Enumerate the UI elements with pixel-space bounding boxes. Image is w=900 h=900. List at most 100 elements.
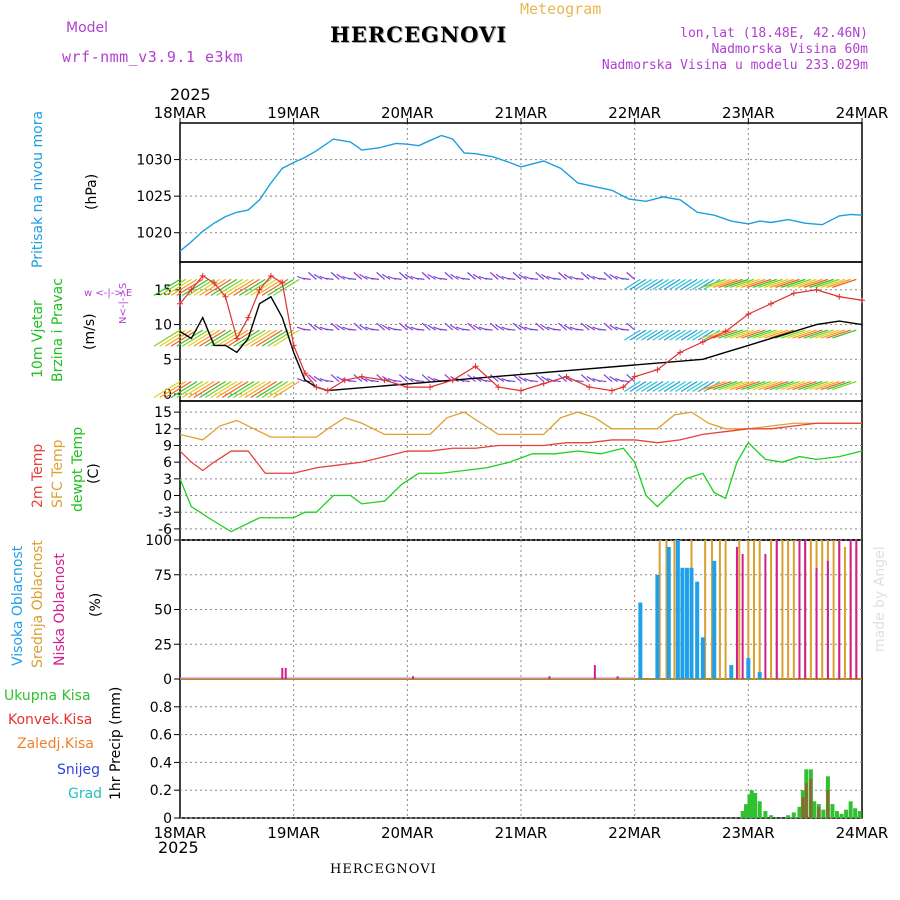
wind-barb [255,381,283,399]
total-precip-bar [757,801,762,818]
wind-barb [348,277,357,280]
low-cloud-bar-small [281,667,284,679]
high-cloud-bar [675,540,680,679]
wind-barb [780,380,806,391]
wind-barb [467,322,476,331]
wind-barb [663,381,681,393]
wind-barb [153,329,181,347]
wind-barb [427,376,437,383]
wind-barb [586,324,596,331]
low-cloud-bar-small [412,676,415,679]
wind-barb [238,381,266,399]
wind-barb [216,329,243,347]
wind-barb [746,380,772,391]
wind-barb [786,329,812,339]
model-name: wrf-nmm_v3.9.1 e3km [62,48,244,66]
mid-cloud-bar [781,540,784,679]
y-tick-label: 0 [163,489,172,505]
y-tick-label: 6 [163,455,172,471]
wind-barb [233,329,260,347]
mid-cloud-bar [787,540,790,679]
x-tick-bottom: 22MAR [608,824,661,842]
wind-barb [692,278,709,290]
wind-barb [758,329,783,339]
temp-2m-line [179,422,862,474]
precip-legend-snow: Snijeg [57,762,101,778]
wind-barb [780,329,806,339]
wind-barb [518,273,528,280]
total-precip-bar [769,815,774,818]
wind-barb [718,329,743,339]
wind-max-marker [267,272,274,279]
wind-max-marker [495,384,502,391]
low-cloud-bar [815,567,818,679]
wind-barb [187,381,215,399]
wind-barb [680,278,698,290]
wind-barb [609,273,618,280]
wind-barb [832,329,857,339]
wind-barb [370,379,379,383]
wind-barb [393,379,402,383]
wind-barb [635,329,653,341]
wind-barb [359,273,368,280]
wind-barb [809,329,834,339]
wind-barb [809,380,834,391]
total-precip-bar [797,806,802,818]
wind-max-marker [859,297,865,304]
wind-barb [204,329,232,347]
high-cloud-bar [689,567,694,679]
wind-barb [193,381,221,399]
wind-barb [641,329,658,341]
y-tick-label: 9 [163,438,172,454]
wind-barb [221,381,249,399]
wind-max-marker [404,384,411,391]
wind-max-marker [813,286,820,293]
y-tick-label: 1020 [136,226,172,242]
conv-precip-bar [809,779,813,818]
total-precip-bar [834,811,839,818]
wind-barb [416,379,425,383]
wind-barb [724,380,749,391]
wind-barb [376,271,385,280]
wind-barb [308,374,317,382]
wind-barb [227,278,255,296]
wind-barb [416,328,425,331]
conv-precip-bar [801,797,805,818]
wind-max-marker [233,335,240,342]
wind-barb [404,273,414,280]
wind-barb [652,381,670,393]
wind-barb [176,381,204,399]
y-tick-label: 0.8 [150,700,172,716]
wind-barb [718,278,743,288]
y-tick-label: 0 [163,811,172,827]
wind-barb [325,328,334,331]
wind-barb [325,277,334,280]
wind-barb [370,277,379,280]
wind-barb [267,278,294,296]
precip-legend-hail: Grad [68,786,103,802]
wind-max-marker [586,384,593,391]
low-cloud-bar [735,546,738,679]
wind-barb [707,278,732,288]
wind-barb [261,278,289,296]
wind-barb [507,277,516,280]
wind-barb [302,328,311,331]
wind-barb [250,278,277,296]
footer-station: HERCEGNOVI [330,862,437,877]
wind-barb [398,271,408,280]
total-precip-bar [853,808,858,818]
low-cloud-bar [838,540,841,679]
total-precip-bar [753,792,758,818]
wind-barb [210,381,238,399]
model-elevation-label: Nadmorska Visina u modelu 233.029m [601,58,868,73]
wind-barb [735,329,760,339]
wind-barb [701,380,726,391]
x-tick-top: 20MAR [381,104,434,122]
wind-barb [815,329,840,339]
wind-barb [182,278,209,296]
wind-barb [348,379,357,383]
wind-barb [598,379,607,383]
y-tick-label: 15 [154,405,172,421]
wind-barb [159,278,186,296]
wind-barb [798,380,823,391]
